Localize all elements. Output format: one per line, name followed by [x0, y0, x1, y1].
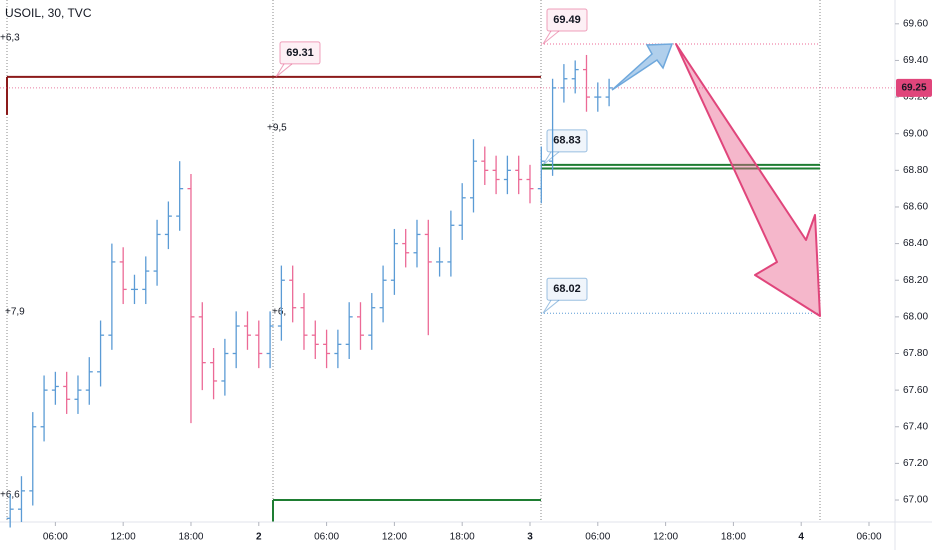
x-tick-label: 06:00 [856, 532, 881, 543]
note: +7,9 [5, 307, 25, 318]
x-tick-label: 4 [798, 532, 804, 543]
x-tick-label: 12:00 [111, 532, 136, 543]
blue-arrow [611, 43, 674, 91]
chart-title: USOIL, 30, TVC [5, 6, 92, 20]
x-tick-label: 18:00 [450, 532, 475, 543]
y-tick-label: 68.80 [903, 165, 928, 176]
price-label: 68.83 [553, 135, 581, 147]
note: +6,3 [0, 33, 20, 44]
callout-tail [542, 30, 560, 45]
callout-box [546, 8, 588, 32]
x-tick-label: 18:00 [721, 532, 746, 543]
x-tick-label: 12:00 [382, 532, 407, 543]
y-tick-label: 67.80 [903, 348, 928, 359]
y-tick-label: 67.40 [903, 421, 928, 432]
x-tick-label: 3 [527, 532, 533, 543]
y-tick-label: 68.20 [903, 275, 928, 286]
x-tick-label: 12:00 [653, 532, 678, 543]
x-tick-label: 18:00 [178, 532, 203, 543]
plot-area [0, 0, 895, 522]
callout-box [546, 129, 588, 153]
x-tick-label: 2 [256, 532, 262, 543]
y-tick-label: 68.40 [903, 238, 928, 249]
callout-box [546, 277, 588, 301]
price-label: 68.02 [553, 283, 581, 295]
pink-arrow [675, 43, 821, 317]
y-tick-label: 67.00 [903, 495, 928, 506]
y-tick-label: 67.20 [903, 458, 928, 469]
y-tick-label: 69.40 [903, 55, 928, 66]
note: +9,5 [267, 123, 287, 134]
note: +6, [272, 307, 286, 318]
callout-tail [275, 63, 293, 78]
price-label: 69.31 [286, 47, 314, 59]
y-tick-label: 68.60 [903, 202, 928, 213]
last-price-box [896, 78, 932, 97]
price-label: 69.49 [553, 14, 581, 26]
y-tick-label: 69.60 [903, 18, 928, 29]
last-price-label: 69.25 [901, 83, 926, 94]
y-tick-label: 68.00 [903, 312, 928, 323]
x-tick-label: 06:00 [43, 532, 68, 543]
x-tick-label: 06:00 [585, 532, 610, 543]
callout-tail [542, 299, 560, 314]
y-tick-label: 69.00 [903, 128, 928, 139]
x-tick-label: 06:00 [314, 532, 339, 543]
y-tick-label: 67.60 [903, 385, 928, 396]
y-tick-label: 69.20 [903, 92, 928, 103]
callout-tail [542, 151, 560, 166]
callout-box [279, 41, 321, 65]
